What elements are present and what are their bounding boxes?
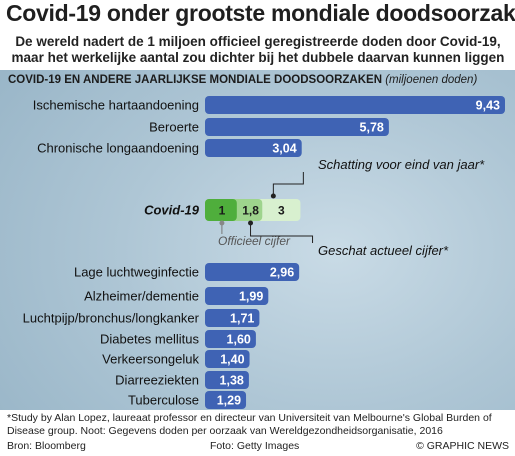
- category-label-10: Tuberculose: [128, 393, 199, 408]
- category-label-7: Diabetes mellitus: [100, 332, 199, 347]
- category-label-0: Ischemische hartaandoening: [33, 98, 199, 113]
- leader-dot-year-estimate: [270, 193, 276, 199]
- category-label-9: Diarreeziekten: [115, 373, 199, 388]
- value-label-0: 9,43: [476, 99, 500, 113]
- bar-9: [205, 371, 249, 389]
- title-band: [0, 0, 515, 32]
- category-label-6: Luchtpijp/bronchus/longkanker: [23, 311, 200, 326]
- value-label-4: 2,96: [270, 266, 294, 280]
- footnote: *Study by Alan Lopez, laureaat professor…: [7, 412, 492, 437]
- value-label-5: 1,99: [239, 290, 263, 304]
- chart-heading: COVID-19 EN ANDERE JAARLIJKSE MONDIALE D…: [8, 74, 477, 86]
- bar-5: [205, 287, 269, 305]
- page-title: Covid-19 onder grootste mondiale doodsoo…: [6, 0, 515, 26]
- source: Bron: Bloomberg: [7, 440, 86, 452]
- footer: *Study by Alan Lopez, laureaat professor…: [0, 410, 515, 456]
- covid-segment-label-1: 1,8: [242, 204, 259, 218]
- value-label-7: 1,60: [227, 333, 251, 347]
- category-label-4: Lage luchtweginfectie: [74, 265, 199, 280]
- category-label-1: Beroerte: [149, 120, 199, 135]
- bar-4: [205, 263, 300, 281]
- bar-2: [205, 139, 302, 157]
- category-label-2: Chronische longaandoening: [37, 141, 199, 156]
- value-label-9: 1,38: [220, 374, 244, 388]
- chart-heading-unit: (miljoenen doden): [385, 74, 478, 86]
- subtitle-line-1: De wereld nadert de 1 miljoen officieel …: [15, 34, 501, 49]
- covid-segment-0: [205, 199, 237, 221]
- subtitle: De wereld nadert de 1 miljoen officieel …: [8, 34, 508, 66]
- bar-chart: Ischemische hartaandoening 9,43 Beroerte 5,…: [23, 96, 505, 409]
- photo-credit: Foto: Getty Images: [210, 440, 300, 452]
- leader-year-estimate: [272, 172, 304, 196]
- category-label-8: Verkeersongeluk: [102, 352, 199, 367]
- bar-6: [205, 309, 260, 327]
- category-label-covid: Covid-19: [144, 203, 200, 218]
- annotation-actual: Geschat actueel cijfer*: [318, 243, 449, 258]
- chart-heading-main: COVID-19 EN ANDERE JAARLIJKSE MONDIALE D…: [8, 74, 383, 86]
- value-label-10: 1,29: [217, 394, 241, 408]
- category-label-5: Alzheimer/dementie: [84, 289, 199, 304]
- subtitle-band: [0, 32, 515, 70]
- annotation-official: Officieel cijfer: [218, 234, 291, 248]
- bar-10: [205, 391, 247, 409]
- value-label-8: 1,40: [220, 353, 244, 367]
- bar-7: [205, 330, 256, 348]
- bar-1: [205, 118, 389, 136]
- covid-segment-label-2: 3: [278, 204, 285, 218]
- covid-segment-label-0: 1: [219, 204, 226, 218]
- value-label-1: 5,78: [360, 121, 384, 135]
- bar-0: [205, 96, 505, 114]
- value-label-6: 1,71: [230, 312, 254, 326]
- leader-dot-official: [219, 220, 225, 226]
- copyright: © GRAPHIC NEWS: [416, 440, 509, 452]
- leader-actual: [250, 223, 314, 243]
- bar-8: [205, 350, 250, 368]
- leader-dot-actual: [248, 220, 254, 226]
- annotation-year-estimate: Schatting voor eind van jaar*: [318, 157, 485, 172]
- value-label-2: 3,04: [272, 142, 296, 156]
- subtitle-line-2: maar het werkelijke aantal zou dichter b…: [11, 50, 505, 65]
